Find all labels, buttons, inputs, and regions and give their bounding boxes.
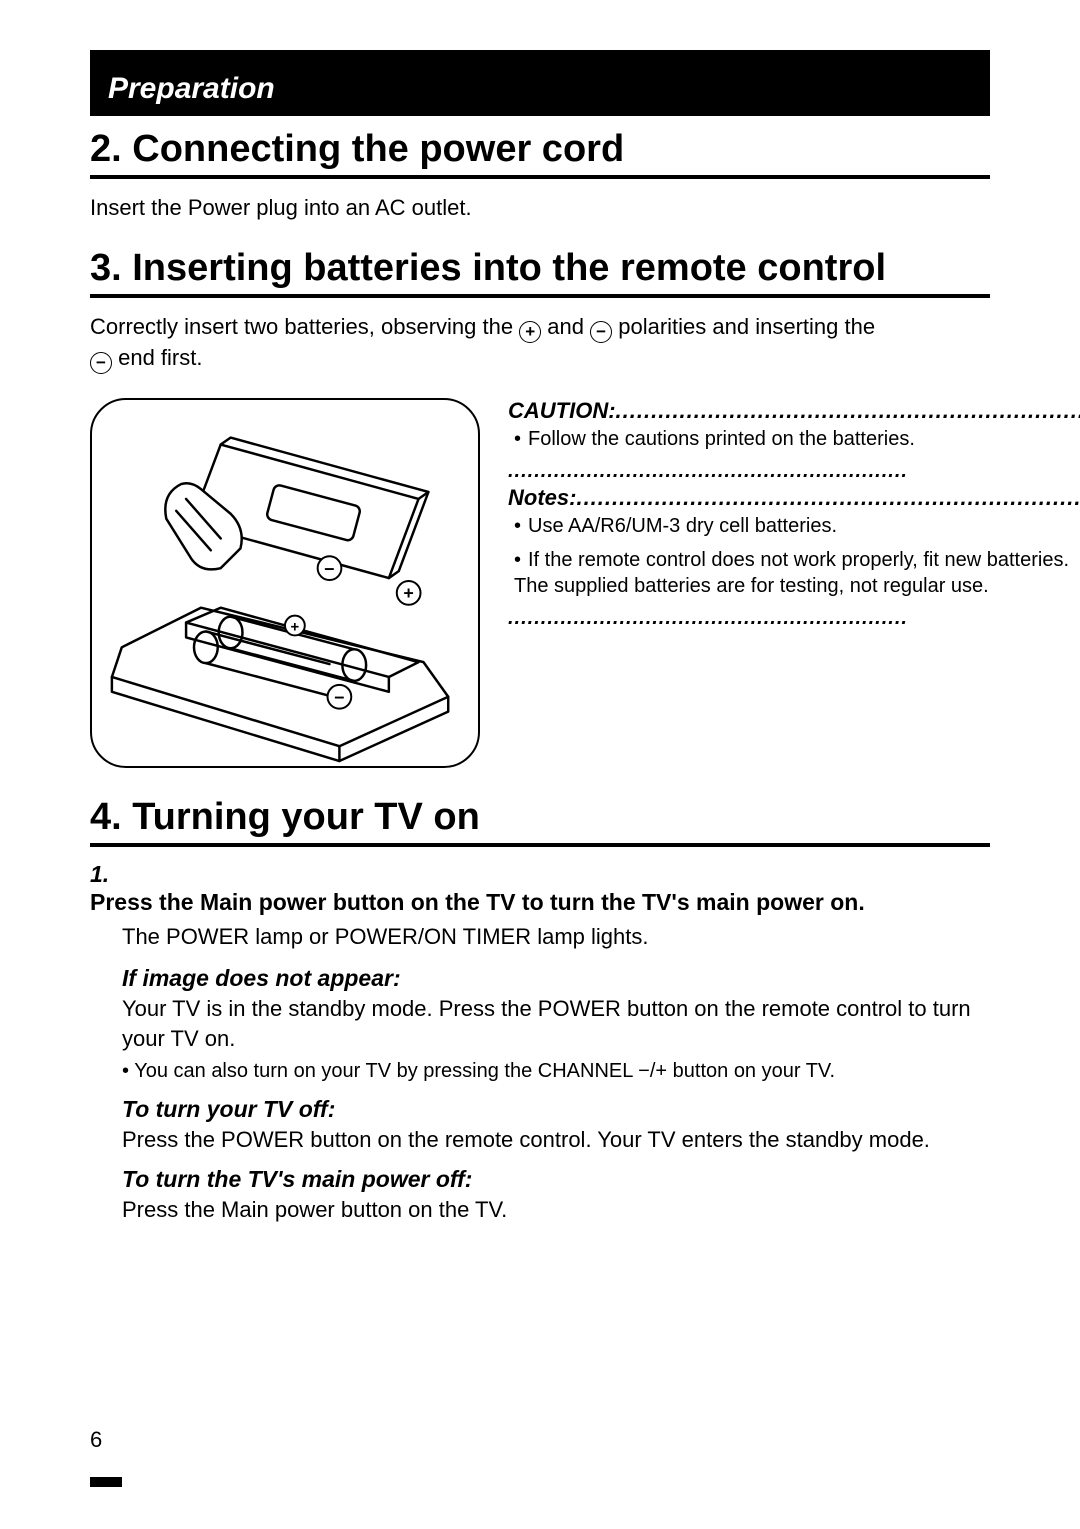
header-band: Preparation	[90, 50, 990, 116]
svg-text:−: −	[334, 687, 344, 707]
sub-off-body: Press the POWER button on the remote con…	[122, 1125, 990, 1155]
divider-dots-1: ........................................…	[508, 460, 1080, 483]
section-3-heading: 3. Inserting batteries into the remote c…	[90, 247, 990, 290]
s3-body-mid: and	[541, 314, 590, 339]
notes-label: Notes:	[508, 485, 576, 511]
caution-item-0: •Follow the cautions printed on the batt…	[514, 426, 1080, 452]
caution-dots	[616, 398, 1080, 424]
notes-line: Notes:	[508, 485, 1080, 511]
notes-item-1: •If the remote control does not work pro…	[514, 547, 1080, 599]
notes-item-0: •Use AA/R6/UM-3 dry cell batteries.	[514, 513, 1080, 539]
caution-label: CAUTION:	[508, 398, 616, 424]
step-1: 1. Press the Main power button on the TV…	[90, 861, 990, 918]
section-2-body: Insert the Power plug into an AC outlet.	[90, 193, 990, 223]
sub-no-image-bullet: • You can also turn on your TV by pressi…	[122, 1058, 990, 1084]
plus-icon: +	[519, 321, 541, 343]
s3-body-post: polarities and inserting the	[612, 314, 875, 339]
battery-illustration-container: + − + −	[90, 398, 480, 768]
s3-body-pre: Correctly insert two batteries, observin…	[90, 314, 519, 339]
step-1-body: The POWER lamp or POWER/ON TIMER lamp li…	[122, 922, 990, 952]
page-number-text: 6	[90, 1427, 102, 1452]
section-4-heading: 4. Turning your TV on	[90, 796, 990, 839]
step-1-num: 1.	[90, 861, 118, 888]
svg-text:+: +	[403, 583, 413, 603]
section-4-rule	[90, 843, 990, 847]
sub-no-image-heading: If image does not appear:	[122, 965, 990, 992]
sub-main-off-body: Press the Main power button on the TV.	[122, 1195, 990, 1225]
svg-text:−: −	[324, 559, 334, 579]
sub-off-heading: To turn your TV off:	[122, 1096, 990, 1123]
notes-item-0-text: Use AA/R6/UM-3 dry cell batteries.	[528, 515, 837, 537]
svg-text:+: +	[291, 619, 300, 635]
caution-line: CAUTION:	[508, 398, 1080, 424]
remote-battery-diagram-icon: + − + −	[92, 400, 478, 766]
page-number-bar-icon	[90, 1477, 122, 1487]
battery-illustration: + − + −	[90, 398, 480, 768]
battery-side-notes: CAUTION: •Follow the cautions printed on…	[508, 398, 1080, 768]
manual-page: Preparation 2. Connecting the power cord…	[0, 0, 1080, 1529]
section-2-rule	[90, 175, 990, 179]
minus-icon-2: −	[90, 352, 112, 374]
section-4: 4. Turning your TV on 1. Press the Main …	[90, 796, 990, 1225]
header-label: Preparation	[108, 72, 275, 105]
battery-row: + − + − CAUTION: •Follow the cautions pr…	[90, 398, 990, 768]
sub-no-image-bullet-text: You can also turn on your TV by pressing…	[134, 1060, 835, 1082]
s3-body-line2-post: end first.	[112, 345, 202, 370]
sub-main-off-heading: To turn the TV's main power off:	[122, 1166, 990, 1193]
sub-no-image-body: Your TV is in the standby mode. Press th…	[122, 994, 990, 1053]
section-3-rule	[90, 294, 990, 298]
caution-item-0-text: Follow the cautions printed on the batte…	[528, 428, 915, 450]
section-3-body: Correctly insert two batteries, observin…	[90, 312, 990, 374]
step-1-text: Press the Main power button on the TV to…	[90, 888, 958, 918]
divider-dots-2: ........................................…	[508, 607, 1080, 630]
section-2-heading: 2. Connecting the power cord	[90, 128, 990, 171]
minus-icon: −	[590, 321, 612, 343]
notes-item-1-text: If the remote control does not work prop…	[514, 549, 1069, 597]
notes-dots	[576, 485, 1080, 511]
page-number: 6	[90, 1427, 102, 1487]
